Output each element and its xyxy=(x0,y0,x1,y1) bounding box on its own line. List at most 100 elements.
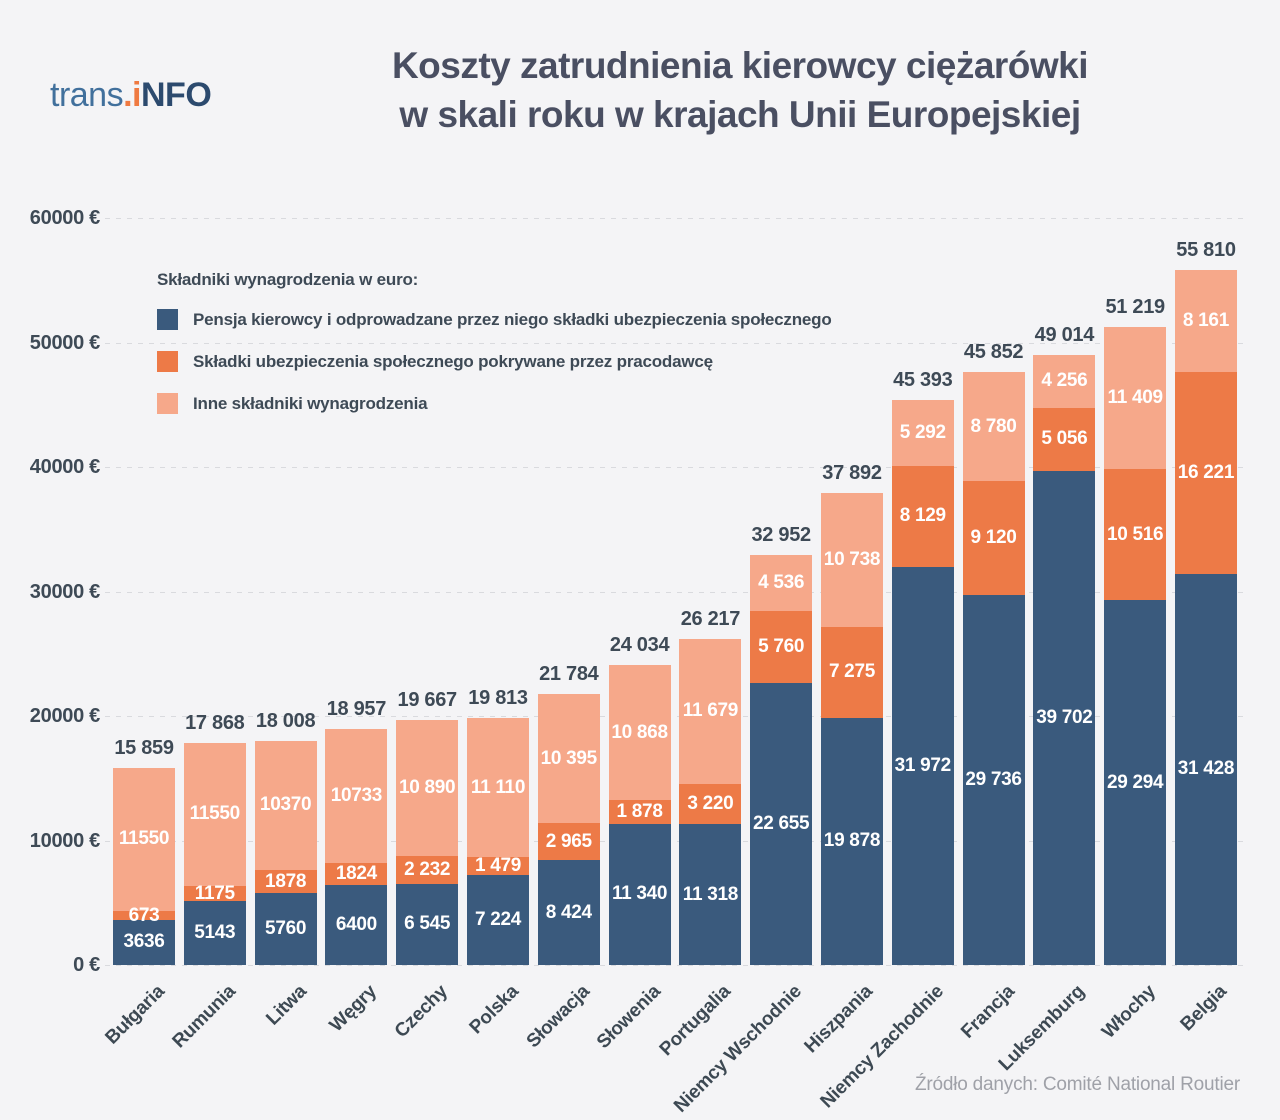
bar-segment-driver-pension: 5760 xyxy=(254,893,317,965)
bar-column: 45 393 5 292 8 129 31 972 xyxy=(891,369,954,965)
segment-value-label: 10 738 xyxy=(823,549,881,571)
bar-segment-driver-pension: 6 545 xyxy=(396,883,459,965)
bar-segment-other-components: 4 256 xyxy=(1033,354,1096,408)
segment-value-label: 4 256 xyxy=(1041,370,1088,392)
segment-value-label: 3 220 xyxy=(687,793,734,815)
bar-segment-other-components: 10370 xyxy=(254,740,317,870)
x-axis-country-label: Słowenia xyxy=(592,981,665,1053)
bar-column: 49 014 4 256 5 056 39 702 xyxy=(1033,324,1096,965)
y-axis-tick-label: 40000 € xyxy=(29,456,101,478)
bar-column: 17 868 11550 1175 5143 xyxy=(183,712,246,965)
segment-value-label: 2 965 xyxy=(545,830,592,852)
segment-value-label: 2 232 xyxy=(404,858,451,880)
chart-title-line2: w skali roku w krajach Unii Europejskiej xyxy=(399,93,1081,135)
segment-value-label: 11550 xyxy=(189,803,241,825)
segment-value-label: 10733 xyxy=(330,784,383,806)
legend-title: Składniki wynagrodzenia w euro: xyxy=(157,270,419,289)
transinfo-logo: trans.iNFO xyxy=(50,76,212,115)
gridline xyxy=(105,591,1243,593)
bar-segment-employer-contributions: 16 221 xyxy=(1174,371,1237,574)
legend-label: Składki ubezpieczenia społecznego pokryw… xyxy=(193,351,713,371)
segment-value-label: 10 868 xyxy=(611,721,668,743)
segment-value-label: 29 736 xyxy=(965,768,1022,790)
y-axis-tick-label: 10000 € xyxy=(29,829,101,852)
bar-total-label: 32 952 xyxy=(751,523,811,546)
segment-value-label: 11 110 xyxy=(470,776,526,798)
bar-total-label: 15 859 xyxy=(114,736,174,759)
segment-value-label: 11 679 xyxy=(682,700,739,722)
bar-segment-employer-contributions: 1 878 xyxy=(608,800,671,824)
bar-segment-employer-contributions: 1878 xyxy=(254,869,317,894)
bar-total-label: 21 784 xyxy=(539,662,599,685)
segment-value-label: 10 516 xyxy=(1106,523,1164,545)
bar-total-label: 18 957 xyxy=(326,698,387,720)
x-axis-country-label: Włochy xyxy=(1098,981,1161,1043)
bar-column: 55 810 8 161 16 221 31 428 xyxy=(1174,239,1237,965)
legend-item-other-components: Inne składniki wynagrodzenia xyxy=(157,393,832,414)
bar-column: 45 852 8 780 9 120 29 736 xyxy=(962,341,1025,965)
bar-column: 32 952 4 536 5 760 22 655 xyxy=(750,524,813,965)
y-axis-tick-label: 30000 € xyxy=(29,580,101,603)
chart-title-line1: Koszty zatrudnienia kierowcy ciężarówki xyxy=(391,45,1089,86)
segment-value-label: 1 878 xyxy=(616,801,663,823)
bar-segment-employer-contributions: 673 xyxy=(113,905,175,925)
bar-segment-driver-pension: 31 972 xyxy=(891,566,954,965)
bar-segment-employer-contributions: 5 760 xyxy=(750,611,813,683)
segment-value-label: 10 395 xyxy=(540,747,598,769)
bar-total-label: 19 813 xyxy=(468,687,528,710)
bar-segment-driver-pension: 11 340 xyxy=(608,823,671,965)
bar-segment-other-components: 11550 xyxy=(113,767,175,912)
bar-segment-employer-contributions: 1 479 xyxy=(466,855,529,875)
data-source: Źródło danych: Comité National Routier xyxy=(914,1074,1240,1095)
bar-segment-driver-pension: 11 318 xyxy=(679,824,742,965)
segment-value-label: 10 890 xyxy=(399,776,456,798)
bar-segment-other-components: 11 110 xyxy=(466,718,529,857)
logo-text-trans: trans xyxy=(50,76,124,114)
y-axis-tick-label: 20000 € xyxy=(29,705,101,727)
logo-text-nfo: NFO xyxy=(141,76,212,114)
bar-total-label: 49 014 xyxy=(1034,323,1095,346)
y-axis-tick-label: 60000 € xyxy=(29,207,101,229)
bar-column: 18 957 10733 1824 6400 xyxy=(325,698,388,965)
bar-segment-driver-pension: 6400 xyxy=(325,885,388,965)
bar-segment-employer-contributions: 8 129 xyxy=(891,465,954,567)
segment-value-label: 4 536 xyxy=(758,572,805,593)
bar-segment-driver-pension: 5143 xyxy=(183,900,246,965)
segment-value-label: 19 878 xyxy=(823,830,881,852)
segment-value-label: 11 340 xyxy=(611,883,668,905)
bar-segment-other-components: 5 292 xyxy=(891,399,954,466)
segment-value-label: 1175 xyxy=(194,882,235,904)
x-axis-country-label: Polska xyxy=(465,981,523,1039)
logo-text-i: i xyxy=(132,76,141,114)
bar-segment-driver-pension: 29 736 xyxy=(962,594,1025,965)
bar-segment-other-components: 8 780 xyxy=(962,371,1025,482)
x-axis-country-label: Bułgaria xyxy=(101,981,169,1049)
bar-column: 26 217 11 679 3 220 11 318 xyxy=(679,608,742,965)
segment-value-label: 10370 xyxy=(259,794,312,816)
bar-segment-employer-contributions: 1824 xyxy=(325,862,388,886)
legend-item-employer-contributions: Składki ubezpieczenia społecznego pokryw… xyxy=(157,351,832,372)
bar-segment-employer-contributions: 1175 xyxy=(183,882,246,904)
bar-segment-driver-pension: 22 655 xyxy=(750,682,813,965)
bar-column: 15 859 11550 673 3636 xyxy=(113,737,175,965)
y-axis-tick-label: 0 € xyxy=(73,954,100,976)
legend-swatch-other-components xyxy=(157,393,178,414)
bar-segment-employer-contributions: 3 220 xyxy=(679,784,742,825)
logo-dot: . xyxy=(123,76,133,114)
bar-segment-other-components: 10 890 xyxy=(396,720,459,856)
segment-value-label: 5760 xyxy=(265,918,307,940)
segment-value-label: 8 780 xyxy=(970,415,1017,437)
segment-value-label: 1824 xyxy=(335,862,377,884)
bar-column: 19 813 11 110 1 479 7 224 xyxy=(466,687,529,965)
bar-segment-driver-pension: 31 428 xyxy=(1174,573,1237,965)
bar-segment-driver-pension: 8 424 xyxy=(537,860,600,965)
legend-swatch-employer-contributions xyxy=(157,351,178,372)
bar-column: 18 008 10370 1878 5760 xyxy=(254,710,317,965)
x-axis-country-label: Słowacja xyxy=(522,981,594,1053)
legend-items: Pensja kierowcy i odprowadzane przez nie… xyxy=(157,309,832,414)
gridline xyxy=(105,342,1243,344)
x-axis-country-label: Węgry xyxy=(326,981,382,1037)
bar-segment-other-components: 10 868 xyxy=(608,665,671,801)
bar-column: 21 784 10 395 2 965 8 424 xyxy=(537,663,600,965)
bar-total-label: 55 810 xyxy=(1176,239,1236,262)
